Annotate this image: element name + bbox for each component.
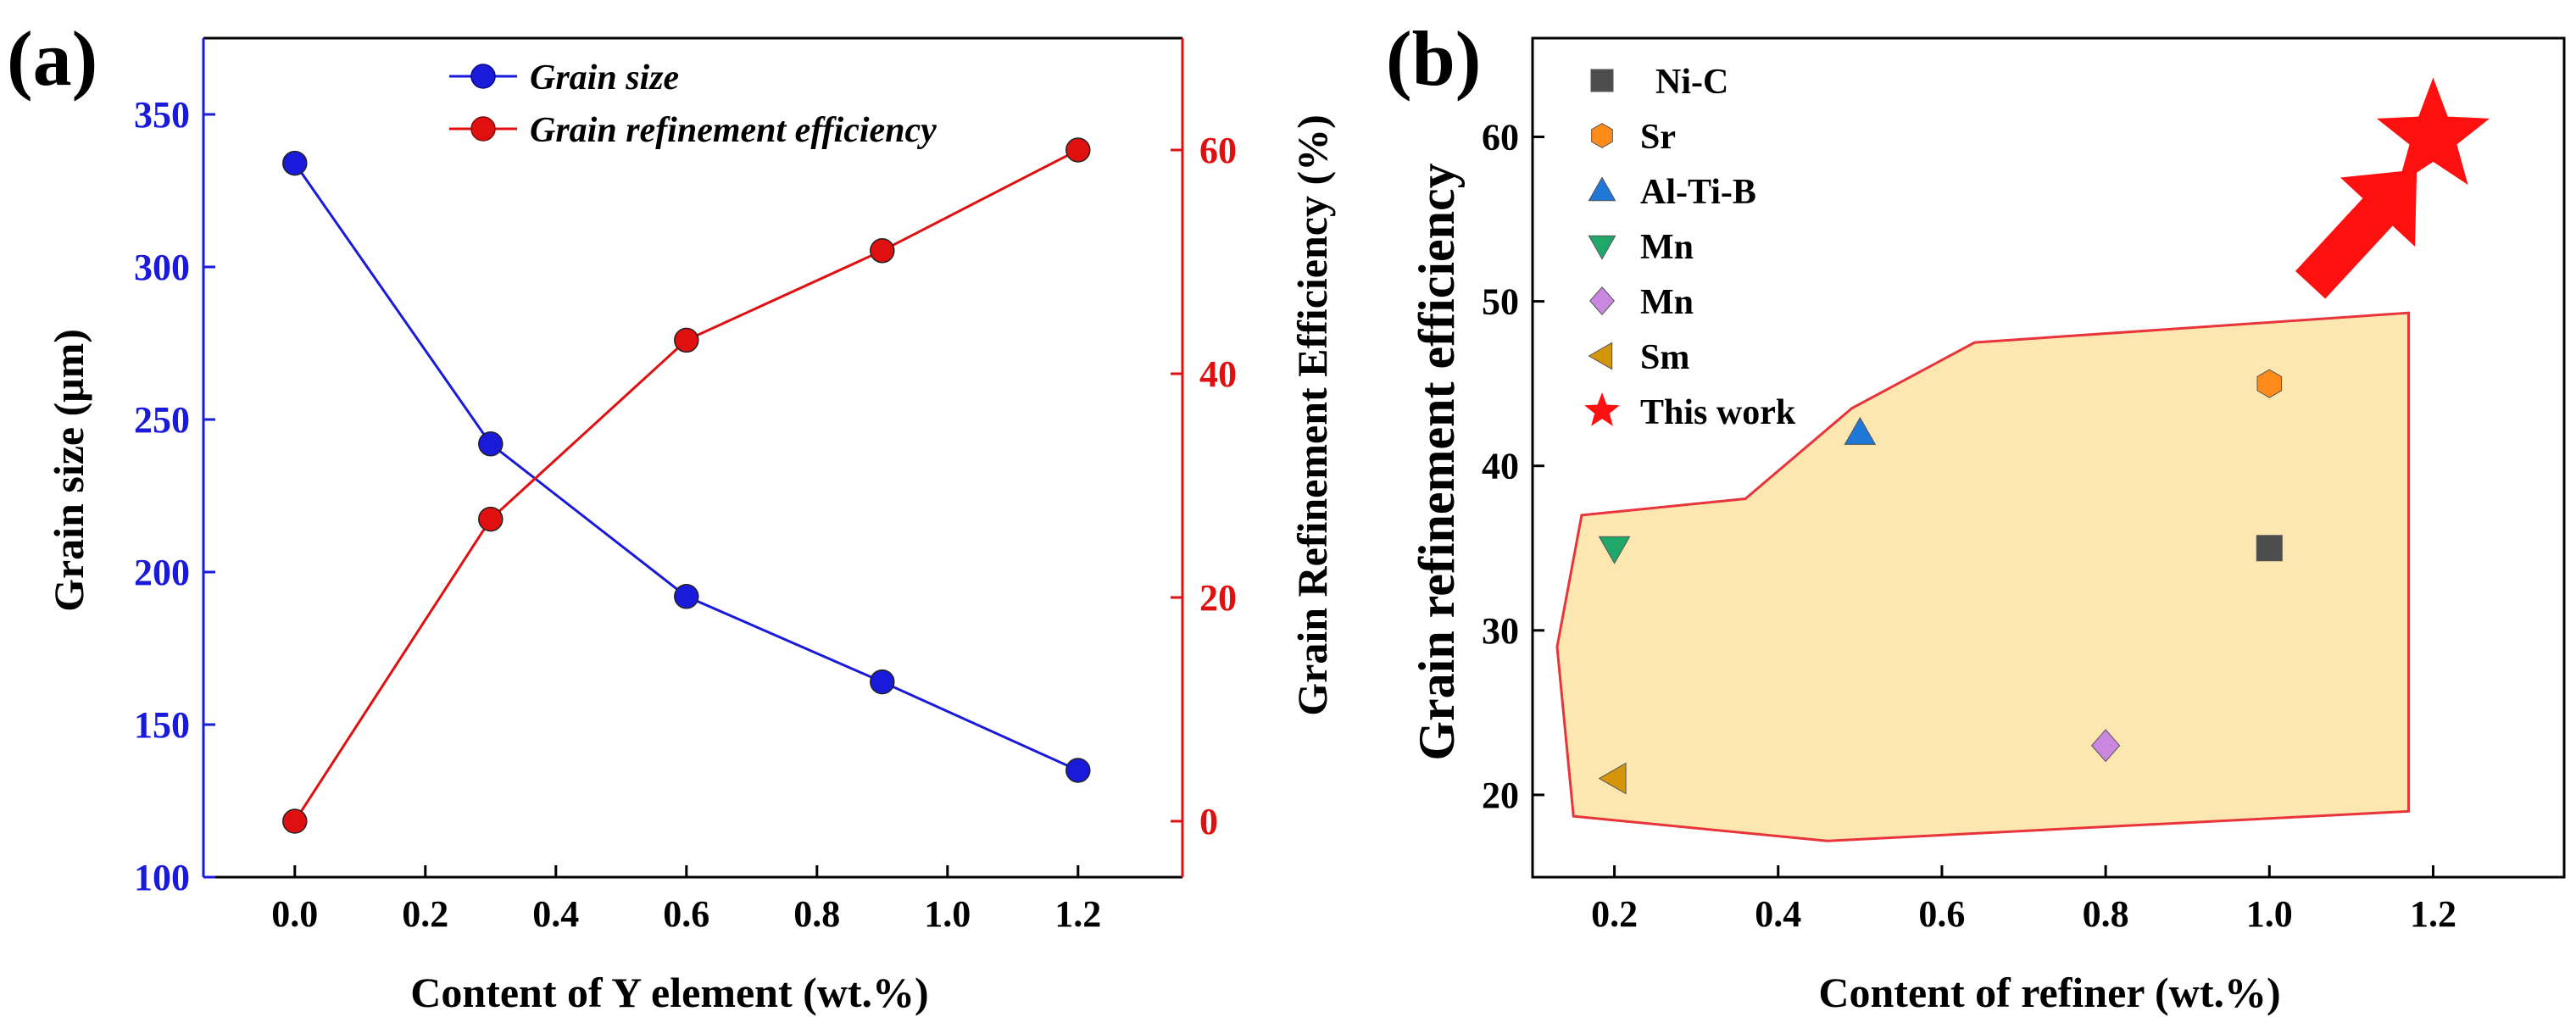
data-point-grain-size [478, 431, 504, 457]
panel-b-y-axis-title: Grain refinement efficiency [1409, 163, 1465, 760]
legend-label-sm: Sm [1640, 338, 1689, 377]
legend-marker-mn [1588, 235, 1616, 260]
panel-b-x-tick-label: 0.8 [2083, 893, 2129, 935]
data-point-mn [1598, 536, 1631, 564]
panel-b: (b) 0.2 0.4 0.6 0.8 1.0 1.2 20 30 40 50 60 Content… [1386, 15, 2566, 1016]
legend-marker-grain-size [470, 64, 496, 89]
data-point-ni-c [2256, 535, 2283, 562]
panel-a-x-axis-title: Content of Y element (wt.%) [410, 969, 928, 1016]
panel-b-x-tick-label: 0.6 [1918, 893, 1965, 935]
panel-b-y-tick-label: 20 [1482, 775, 1519, 816]
panel-a-y-tick-label: 300 [134, 247, 190, 288]
legend-label-grain-size: Grain size [530, 58, 679, 97]
panel-a-x-tick-label: 0.8 [793, 893, 840, 935]
data-point-sm [1598, 762, 1627, 795]
panel-a-y-axis-title: Grain size (μm) [45, 329, 92, 612]
panel-a-y2-axis-title: Grain Refinement Efficiency (%) [1288, 114, 1336, 716]
series-line-grain-size [293, 162, 1079, 772]
panel-a-y-tick-label: 200 [134, 552, 190, 593]
panel-a-x-tick-label: 0.4 [532, 893, 579, 935]
panel-b-y-tick-label: 40 [1482, 446, 1519, 487]
panel-b-x-axis-title: Content of refiner (wt.%) [1818, 969, 2280, 1016]
legend-marker-sr [1591, 123, 1613, 148]
panel-b-x-tick-label: 1.2 [2410, 893, 2456, 935]
legend-marker-mn [1589, 286, 1615, 316]
shaded-region [1555, 311, 2410, 842]
panel-a-label: (a) [7, 15, 97, 102]
legend-label-sr: Sr [1640, 118, 1676, 157]
legend-marker-ni-c [1590, 69, 1614, 92]
panel-a-x-tick-label: 0.2 [402, 893, 448, 935]
panel-a-y2-tick-label: 0 [1199, 801, 1218, 842]
panel-b-x-tick-label: 1.0 [2246, 893, 2293, 935]
panel-b-x-tick-label: 0.2 [1591, 893, 1638, 935]
panel-b-y-tick-label: 50 [1482, 281, 1519, 323]
panel-b-frame [1531, 36, 2566, 879]
trend-arrow [2295, 169, 2417, 299]
data-point-grain-refinement-efficiency [282, 809, 308, 834]
panel-a-x-tick-label: 0.6 [663, 893, 709, 935]
panel-a-y2-tick-label: 20 [1199, 577, 1237, 619]
panel-a-y2-tick-label: 60 [1199, 130, 1237, 171]
data-point-grain-size [1065, 758, 1091, 783]
data-point-grain-refinement-efficiency [674, 327, 699, 353]
data-point-this-work [2376, 77, 2490, 186]
panel-b-plot-area: 0.2 0.4 0.6 0.8 1.0 1.2 20 30 40 50 60 [1482, 36, 2566, 935]
data-point-grain-size [282, 150, 308, 176]
legend-label-ni-c: Ni-C [1655, 63, 1728, 102]
panel-b-y-tick-label: 30 [1482, 610, 1519, 652]
data-point-grain-refinement-efficiency [478, 506, 504, 532]
panel-b-legend: Ni-C Sr Al-Ti-B Mn Mn Sm This work [1584, 63, 1796, 432]
panel-b-label: (b) [1386, 15, 1481, 102]
panel-b-x-tick-label: 0.4 [1755, 893, 1801, 935]
panel-a-y2-tick-label: 40 [1199, 353, 1237, 395]
data-point-sr [2256, 369, 2283, 398]
data-point-grain-size [674, 584, 699, 609]
legend-marker-grain-refinement-efficiency [470, 116, 496, 142]
panel-a-y-tick-label: 350 [134, 94, 190, 136]
legend-label-this-work: This work [1640, 393, 1796, 432]
panel-a: (a) 0.0 0.2 0.4 0.6 0.8 1.0 1.2100150200250300… [7, 15, 1336, 1016]
legend-label-mn: Mn [1640, 283, 1694, 322]
panel-a-legend: Grain size Grain refinement efficiency [449, 58, 937, 150]
legend-marker-al-ti-b [1588, 176, 1616, 202]
panel-a-y-tick-label: 150 [134, 704, 190, 746]
data-point-grain-refinement-efficiency [1065, 137, 1091, 163]
panel-a-x-tick-label: 1.2 [1054, 893, 1101, 935]
panel-a-x-tick-label: 0.0 [271, 893, 318, 935]
legend-label-grain-refinement-efficiency: Grain refinement efficiency [530, 111, 937, 150]
panel-a-plot-area: 0.0 0.2 0.4 0.6 0.8 1.0 1.2 100 150 200 250 300 350 0… [134, 36, 1237, 935]
legend-label-mn: Mn [1640, 228, 1694, 267]
data-point-mn [2090, 729, 2121, 763]
data-point-grain-size [870, 669, 895, 695]
legend-marker-sm [1588, 342, 1613, 370]
panel-a-x-tick-label: 1.0 [924, 893, 971, 935]
panel-a-y-tick-label: 100 [134, 857, 190, 898]
legend-marker-this-work [1584, 392, 1620, 426]
legend-label-al-ti-b: Al-Ti-B [1640, 173, 1756, 212]
series-line-grain-refinement-efficiency [293, 148, 1079, 822]
panel-b-y-tick-label: 60 [1482, 116, 1519, 158]
data-point-al-ti-b [1844, 416, 1877, 445]
panel-a-y-tick-label: 250 [134, 399, 190, 441]
data-point-grain-refinement-efficiency [870, 238, 895, 264]
